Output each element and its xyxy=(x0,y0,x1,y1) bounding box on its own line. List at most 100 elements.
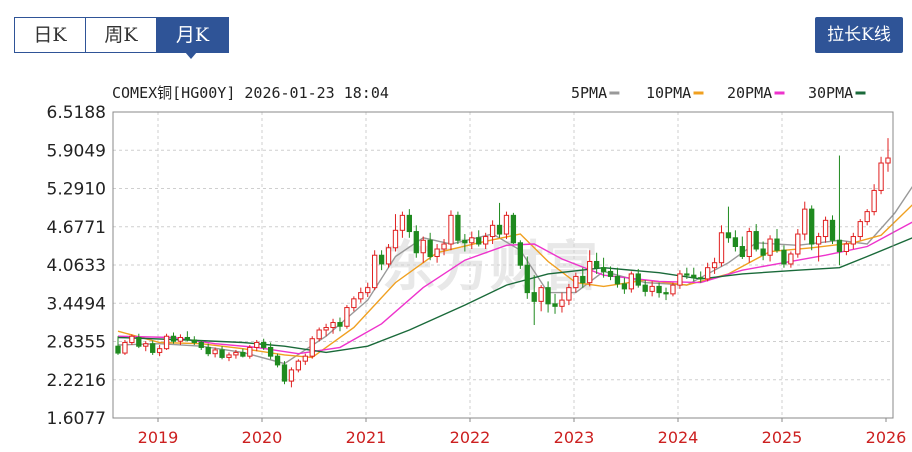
candle-body xyxy=(337,322,343,327)
candle xyxy=(850,232,856,250)
candle-body xyxy=(302,355,308,362)
candle-body xyxy=(413,231,419,254)
candle xyxy=(489,220,496,245)
candle-body xyxy=(753,231,759,250)
candle xyxy=(760,241,766,261)
candle-body xyxy=(469,237,475,244)
candle-body xyxy=(406,214,413,233)
candle-body xyxy=(871,189,877,213)
candle-body xyxy=(129,335,135,343)
tab-daily[interactable]: 日K xyxy=(15,18,86,52)
candle xyxy=(788,251,794,268)
candle-body xyxy=(552,303,558,307)
candle-body xyxy=(538,287,544,302)
candle xyxy=(663,287,669,301)
candle xyxy=(552,293,558,314)
candle xyxy=(732,230,739,252)
candle xyxy=(524,256,530,299)
candle xyxy=(205,343,211,357)
y-tick-label: 4.6771 xyxy=(47,218,106,238)
stretch-kline-button[interactable]: 拉长K线 xyxy=(815,17,903,53)
candle-body xyxy=(143,343,149,347)
candle-body xyxy=(642,284,648,292)
candle-body xyxy=(156,348,163,353)
candle xyxy=(538,285,544,312)
candle xyxy=(885,138,891,172)
candle xyxy=(704,262,711,282)
candle-body xyxy=(122,341,128,354)
candle xyxy=(198,339,204,350)
x-tick-label: 2021 xyxy=(346,428,387,447)
candle-body xyxy=(212,349,218,355)
candle xyxy=(143,341,149,352)
candle-body xyxy=(732,237,739,248)
candle-body xyxy=(781,249,787,265)
candle xyxy=(309,336,315,359)
tab-weekly[interactable]: 周K xyxy=(86,18,157,52)
candle-body xyxy=(614,275,621,285)
candles xyxy=(115,138,891,388)
candle-body xyxy=(663,292,669,295)
x-tick-label: 2025 xyxy=(762,428,803,447)
candle-body xyxy=(573,275,579,289)
legend-label: 30PMA xyxy=(808,84,853,102)
candle xyxy=(344,305,350,329)
candle xyxy=(441,239,447,256)
candle xyxy=(781,245,787,268)
candle-body xyxy=(233,351,239,356)
candle-body xyxy=(628,273,634,290)
candle-body xyxy=(420,239,426,254)
candle xyxy=(233,349,239,359)
candle xyxy=(434,244,440,263)
ma10-line xyxy=(117,204,912,359)
candle xyxy=(711,257,718,274)
candle xyxy=(566,283,572,306)
candle-body xyxy=(441,243,447,250)
candle xyxy=(829,215,836,245)
candle xyxy=(399,211,406,238)
candle-body xyxy=(399,214,406,231)
candle-body xyxy=(524,264,530,294)
candle xyxy=(718,225,725,267)
candle xyxy=(656,282,662,298)
candle-body xyxy=(288,369,295,382)
candle xyxy=(621,277,628,294)
candle xyxy=(330,318,336,334)
candle-body xyxy=(760,248,766,256)
candle xyxy=(129,334,135,345)
candle xyxy=(725,206,732,243)
candle-body xyxy=(351,298,357,309)
candle xyxy=(372,250,378,291)
grid xyxy=(113,112,893,422)
candle-body xyxy=(198,341,204,348)
candle-body xyxy=(795,233,801,255)
candle xyxy=(531,275,537,326)
candle xyxy=(864,209,870,226)
candle-body xyxy=(205,346,211,355)
candle-body xyxy=(864,211,870,223)
candle-body xyxy=(580,275,586,284)
candle-body xyxy=(767,238,773,256)
candle-body xyxy=(587,260,593,284)
candle-body xyxy=(115,345,121,354)
candle xyxy=(295,359,302,373)
candle-body xyxy=(607,270,614,277)
candle-body xyxy=(191,339,197,343)
candle-body xyxy=(677,273,683,286)
candle xyxy=(684,267,690,279)
candle-body xyxy=(309,338,315,357)
candle xyxy=(857,219,863,241)
candle xyxy=(469,231,475,250)
candle-body xyxy=(323,327,329,331)
candle xyxy=(510,212,517,245)
candle-body xyxy=(434,248,440,257)
candle-body xyxy=(177,336,184,342)
candle-body xyxy=(670,284,676,295)
candle-body xyxy=(240,351,246,357)
candle-body xyxy=(635,273,641,286)
candle xyxy=(261,338,267,350)
tab-monthly[interactable]: 月K xyxy=(157,18,228,52)
candle xyxy=(593,252,600,274)
candle-body xyxy=(330,322,336,329)
candle xyxy=(385,244,392,268)
